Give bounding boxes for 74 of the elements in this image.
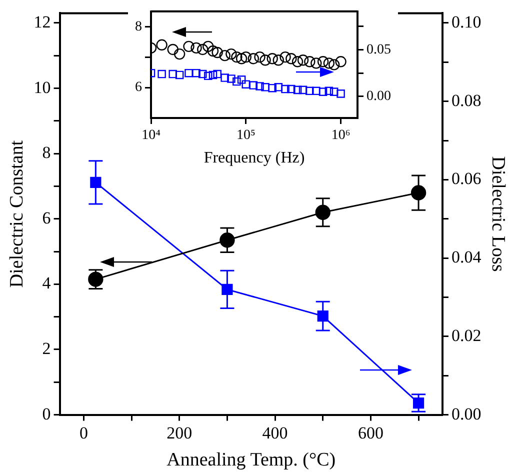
- point: [318, 88, 328, 96]
- point: [236, 53, 248, 64]
- point: [312, 86, 320, 96]
- x-tick-label: 400: [262, 423, 288, 442]
- point: [330, 88, 338, 96]
- y2-tick-label: 0.06: [451, 169, 482, 188]
- x-tick-label: 10⁴: [142, 128, 161, 144]
- y-tick-label: 0: [42, 404, 51, 424]
- point: [272, 54, 284, 66]
- point: [261, 83, 270, 92]
- x-axis-title: Frequency (Hz): [204, 150, 305, 167]
- y-tick-label: 12: [34, 12, 51, 32]
- y2-tick-label: 0.05: [366, 42, 391, 58]
- point: [90, 176, 102, 188]
- y2-tick-label: 0.00: [451, 404, 482, 424]
- x-axis-title: Annealing Temp. (°C): [166, 450, 336, 471]
- point: [323, 58, 335, 69]
- point: [281, 84, 290, 94]
- point: [167, 44, 178, 56]
- point: [336, 90, 345, 98]
- point: [286, 53, 297, 64]
- point: [168, 70, 178, 78]
- y-tick-label: 8: [42, 143, 51, 162]
- point: [292, 56, 304, 68]
- y2-tick-label: 0.02: [451, 326, 482, 345]
- point: [328, 59, 340, 70]
- point: [274, 83, 283, 92]
- point: [317, 56, 329, 68]
- point: [175, 70, 184, 80]
- point: [256, 82, 264, 90]
- x-tick-label: 10⁶: [331, 128, 350, 144]
- y2-axis-title: Dielectric Loss: [488, 156, 509, 272]
- point: [304, 56, 316, 68]
- point: [220, 232, 235, 248]
- point: [222, 284, 233, 295]
- y2-tick-label: 0.10: [451, 12, 482, 32]
- point: [254, 51, 266, 63]
- y-axis-title: Dielectric Constant: [6, 140, 28, 288]
- point: [268, 84, 276, 92]
- x-tick-label: 600: [358, 423, 384, 442]
- point: [232, 77, 241, 86]
- y-tick-label: 10: [34, 78, 51, 97]
- point: [266, 53, 278, 64]
- x-tick-label: 10⁵: [236, 128, 256, 144]
- y2-tick-label: 0.00: [366, 89, 391, 104]
- point: [335, 56, 346, 68]
- point: [231, 51, 242, 63]
- point: [248, 53, 260, 64]
- point: [297, 54, 309, 66]
- y-tick-label: 4: [42, 274, 52, 293]
- y-tick-label: 2: [42, 338, 51, 358]
- point: [249, 81, 258, 90]
- point: [315, 204, 330, 220]
- x-tick-label: 0: [79, 423, 88, 442]
- y-tick-label: 6: [42, 208, 51, 228]
- point: [237, 76, 246, 84]
- y2-tick-label: 0.08: [451, 90, 482, 110]
- point: [174, 48, 186, 60]
- x-tick-label: 200: [166, 423, 192, 442]
- point: [317, 310, 328, 322]
- point: [280, 51, 291, 63]
- y-tick-label: 6: [135, 80, 142, 96]
- point: [293, 86, 302, 94]
- point: [212, 46, 223, 58]
- y-tick-label: 8: [135, 19, 142, 34]
- point: [213, 70, 222, 78]
- point: [287, 84, 296, 94]
- point: [410, 185, 426, 200]
- point: [324, 86, 334, 96]
- point: [306, 86, 314, 96]
- point: [310, 58, 322, 69]
- y2-tick-label: 0.04: [451, 248, 482, 267]
- point: [298, 86, 308, 94]
- point: [260, 54, 271, 66]
